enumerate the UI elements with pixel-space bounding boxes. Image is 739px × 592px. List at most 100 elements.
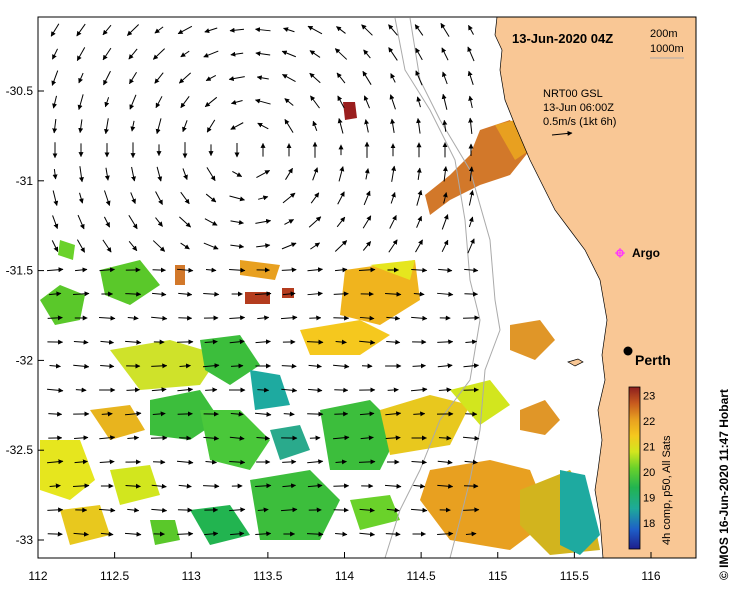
sst-patch <box>250 370 290 410</box>
current-vector <box>284 219 295 225</box>
current-vector <box>254 411 272 417</box>
current-vector <box>362 241 372 251</box>
current-vector <box>155 191 163 205</box>
sst-patch <box>350 495 400 530</box>
current-vector <box>203 291 220 297</box>
current-vector <box>203 435 220 441</box>
current-vector <box>442 192 448 204</box>
current-vector <box>334 387 349 393</box>
current-vector <box>364 119 370 133</box>
current-vector <box>465 531 477 537</box>
current-vector <box>386 315 401 321</box>
current-vector <box>152 267 166 273</box>
x-tick-label: 114.5 <box>407 569 436 583</box>
current-vector <box>178 291 193 297</box>
current-vector <box>283 27 295 33</box>
current-vector <box>285 167 293 180</box>
current-vector <box>281 507 298 513</box>
current-vector <box>179 363 191 369</box>
current-vector <box>336 72 346 84</box>
current-vector <box>151 507 168 513</box>
current-vector <box>102 239 112 253</box>
current-vector <box>384 483 402 489</box>
current-vector <box>49 291 62 297</box>
current-vector <box>441 214 449 230</box>
current-vector <box>437 339 454 345</box>
sst-patch <box>150 390 220 440</box>
argo-label: Argo <box>632 246 660 260</box>
current-vector <box>307 25 323 35</box>
current-vector <box>78 72 84 84</box>
current-vector <box>51 240 59 253</box>
current-vector <box>385 411 402 417</box>
current-vector <box>204 218 218 226</box>
current-vector <box>390 192 396 204</box>
current-vector <box>255 51 271 57</box>
current-vector <box>364 168 370 180</box>
current-vector <box>74 435 89 441</box>
isobath-200m <box>409 17 501 559</box>
y-tick-label: -31.5 <box>6 264 34 278</box>
current-vector <box>363 95 371 109</box>
current-vector <box>76 23 86 37</box>
current-vector <box>46 267 64 273</box>
current-vector <box>334 240 348 252</box>
current-vector <box>257 315 270 321</box>
current-vector <box>467 70 474 85</box>
current-legend-scale: 0.5m/s (1kt 6h) <box>543 116 616 128</box>
current-vector <box>390 118 396 133</box>
credit-text: © IMOS 16-Jun-2020 11:47 Hobart <box>717 389 731 580</box>
current-vector <box>206 119 216 133</box>
current-vector <box>256 169 271 179</box>
y-tick-label: -32.5 <box>6 443 34 457</box>
current-vector <box>362 70 372 85</box>
current-vector <box>131 166 136 182</box>
current-vector <box>467 46 475 62</box>
current-vector <box>129 71 137 85</box>
current-vector <box>73 531 89 537</box>
current-vector <box>462 435 480 441</box>
current-vector <box>229 507 246 513</box>
current-vector <box>230 363 244 369</box>
current-vector <box>78 192 84 204</box>
current-vector <box>75 387 87 393</box>
current-vector <box>47 507 64 513</box>
current-vector <box>130 192 136 205</box>
current-vector <box>467 238 475 254</box>
current-vector <box>336 26 346 34</box>
current-vector <box>75 267 88 273</box>
current-vector <box>438 267 453 273</box>
current-vector <box>47 459 64 465</box>
current-vector <box>413 483 426 489</box>
current-vector <box>154 72 164 84</box>
current-vector <box>416 96 422 108</box>
current-vector <box>100 531 114 537</box>
current-vector <box>103 70 111 86</box>
current-vector <box>463 507 480 513</box>
current-vector <box>255 483 272 489</box>
sst-patch <box>510 320 555 360</box>
current-vector <box>102 47 112 61</box>
current-vector <box>47 315 63 321</box>
current-vector <box>437 483 454 489</box>
current-vector <box>308 387 323 393</box>
current-vector <box>72 291 90 297</box>
current-vector <box>280 315 298 321</box>
colorbar-tick-label: 19 <box>643 493 655 505</box>
current-vector <box>152 240 166 252</box>
current-vector <box>410 387 428 393</box>
sst-patch <box>40 440 95 500</box>
current-vector <box>388 24 398 36</box>
current-vector <box>416 117 422 134</box>
current-vector <box>333 291 349 297</box>
current-vector <box>103 216 111 228</box>
current-vector <box>468 24 474 35</box>
current-vector <box>413 291 425 297</box>
current-vector <box>254 291 272 297</box>
current-vector <box>155 118 162 135</box>
current-vector <box>438 435 452 441</box>
sst-patch <box>110 465 160 505</box>
current-vector <box>257 507 269 513</box>
current-vector <box>256 75 269 81</box>
current-vector <box>386 507 400 513</box>
